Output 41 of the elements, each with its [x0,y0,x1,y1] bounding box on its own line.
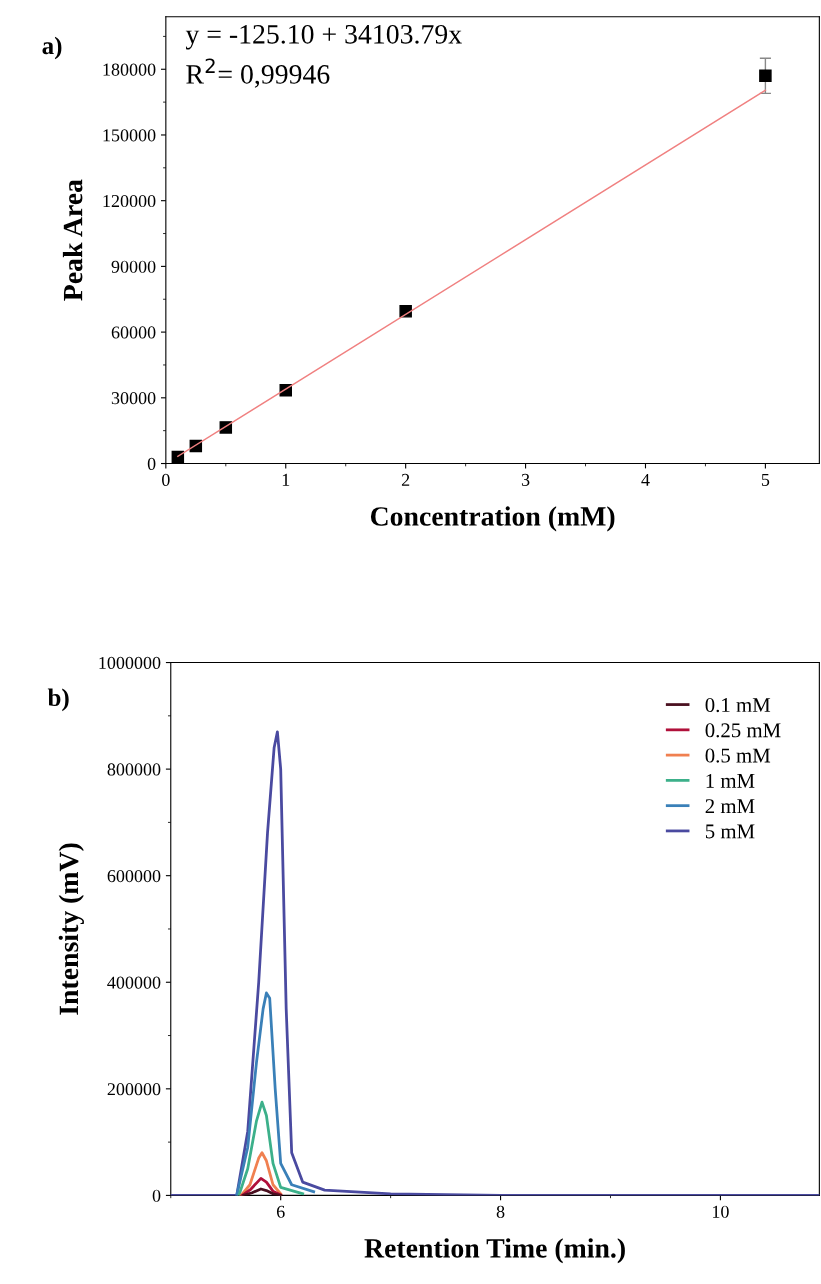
y-tick-label: 800000 [107,763,161,776]
x-tick-label: 6 [276,1205,285,1218]
y-tick-label: 30000 [111,392,156,405]
y-tick-label: 150000 [103,129,156,142]
x-tick-label: 10 [712,1205,729,1218]
point [759,69,772,83]
legend-label: 0.1 mM [705,698,771,713]
y-tick-label: 400000 [107,976,161,989]
line-series [235,991,316,1196]
y-tick-label: 0 [152,1189,161,1202]
legend-label: 0.5 mM [705,748,771,763]
legend-label: 0.25 mM [705,723,781,738]
y-tick-label: 1000000 [99,656,161,669]
y-tick-label: 600000 [107,869,161,883]
legend-label: 5 mM [705,824,755,839]
y-tick-label: 90000 [111,260,156,273]
text: a) [42,36,62,60]
y-tick-label: 0 [147,457,156,470]
line-series [237,1100,305,1196]
y-tick-label: 120000 [103,194,156,208]
x-tick-label: 5 [761,473,770,486]
x-tick-label: 1 [282,473,290,486]
x-tick-label: 3 [521,473,530,486]
text: b) [47,688,69,712]
y-tick-label: 200000 [107,1083,161,1096]
legend-label: 1 mM [706,773,755,788]
x-tick-label: 0 [162,473,170,486]
x-tick-label: 8 [496,1205,505,1218]
x-axis-title: Concentration (mM) [370,506,615,532]
x-tick-label: 4 [641,473,650,486]
line-series [241,1187,283,1196]
x-tick-label: 2 [401,473,410,486]
y-tick-label: 180000 [103,63,156,76]
y-axis-title: Peak Area [62,179,83,301]
legend-label: 2 mM [705,799,755,813]
annotation: y = -125.10 + 34103.79x [185,24,462,50]
annotation: R$^{2}$= 0,99946 [186,58,330,88]
y-tick-label: 60000 [111,326,156,339]
x-axis-title: Retention Time (min.) [364,1238,625,1264]
y-axis-title: Intensity (mV) [58,843,84,1015]
line-series [239,1151,283,1196]
